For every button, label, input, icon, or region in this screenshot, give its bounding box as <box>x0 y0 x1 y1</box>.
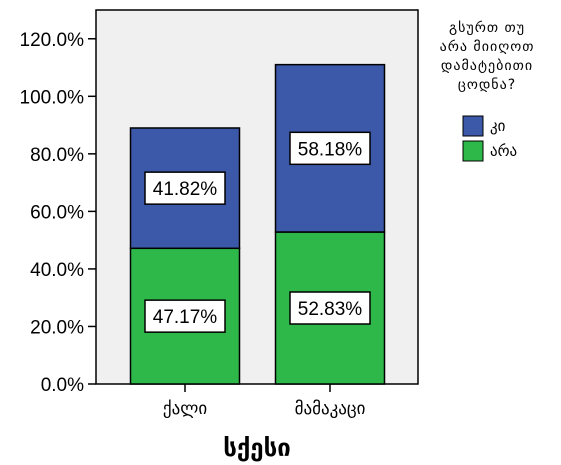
data-label-box <box>144 299 226 333</box>
legend-title-line: დამატებითი <box>441 58 533 74</box>
data-label: 47.17% <box>153 307 218 328</box>
y-tick-label: 20.0% <box>30 317 84 338</box>
legend-swatch <box>462 115 484 137</box>
data-label-box <box>144 171 226 205</box>
data-label-box <box>289 131 371 166</box>
legend-title-line: არა მიიღოთ <box>440 38 535 55</box>
y-tick-label: 40.0% <box>30 260 84 281</box>
data-label-box <box>289 291 371 325</box>
category-labels: ქალი მამაკაცი <box>163 384 366 419</box>
legend-label: კი <box>490 117 506 135</box>
legend-swatch <box>462 140 484 162</box>
legend-title-line: გსურთ თუ <box>449 19 525 36</box>
y-tick-label: 100.0% <box>20 87 85 108</box>
data-label: 58.18% <box>298 139 363 160</box>
legend-title-line: ცოდნა? <box>458 77 516 93</box>
category-label: მამაკაცი <box>295 399 366 419</box>
y-tick-label: 120.0% <box>20 30 85 51</box>
y-axis: 0.0% 20.0% 40.0% 60.0% 80.0% 100.0% 120.0% <box>20 30 96 396</box>
legend-label: არა <box>490 142 517 160</box>
bars: 47.17% 41.82% 52.83% 58.18% <box>129 63 386 385</box>
y-tick-label: 80.0% <box>30 145 84 166</box>
y-tick-label: 0.0% <box>41 375 84 396</box>
legend: გსურთ თუ არა მიიღოთ დამატებითი ცოდნა? კი არა <box>440 19 535 162</box>
x-axis-title: სქესი <box>223 434 291 462</box>
y-tick-label: 60.0% <box>30 202 84 223</box>
data-label: 52.83% <box>298 299 363 320</box>
category-label: ქალი <box>163 399 207 419</box>
data-label: 41.82% <box>153 179 218 200</box>
